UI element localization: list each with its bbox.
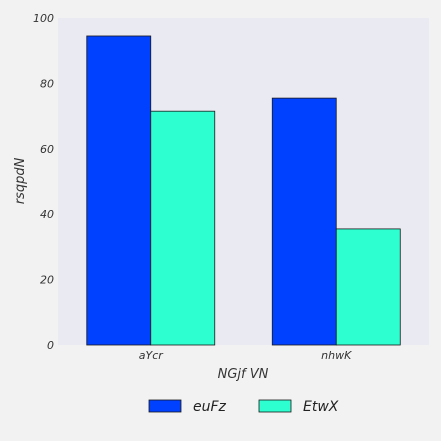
legend-label-EtwX: EtwX <box>303 399 339 415</box>
y-tick-label: 80 <box>40 77 54 90</box>
y-tick-labels: 0 20 40 60 80 100 <box>33 12 54 352</box>
legend-label-euFz: euFz <box>193 399 227 415</box>
bar-EtwX-nhwK <box>335 228 401 346</box>
x-tick-labels: aYcr nhwK <box>139 349 352 362</box>
legend: euFz EtwX <box>148 399 339 415</box>
x-axis-label: NGjf VN <box>218 367 269 382</box>
bar-euFz-nhwK <box>271 97 337 346</box>
bar-euFz-aYcr <box>86 35 152 346</box>
x-tick-label: aYcr <box>139 349 165 362</box>
y-tick-label: 40 <box>40 208 54 221</box>
legend-swatch-euFz <box>148 399 182 413</box>
legend-swatch-EtwX <box>258 399 292 413</box>
y-tick-label: 60 <box>40 143 54 156</box>
x-tick-label: nhwK <box>321 349 352 362</box>
y-tick-label: 100 <box>33 12 54 25</box>
y-tick-label: 0 <box>47 339 54 352</box>
bars-group <box>86 35 401 346</box>
y-tick-label: 20 <box>40 274 54 287</box>
y-axis-label: rsqpdN <box>13 157 28 204</box>
bar-EtwX-aYcr <box>150 110 216 346</box>
